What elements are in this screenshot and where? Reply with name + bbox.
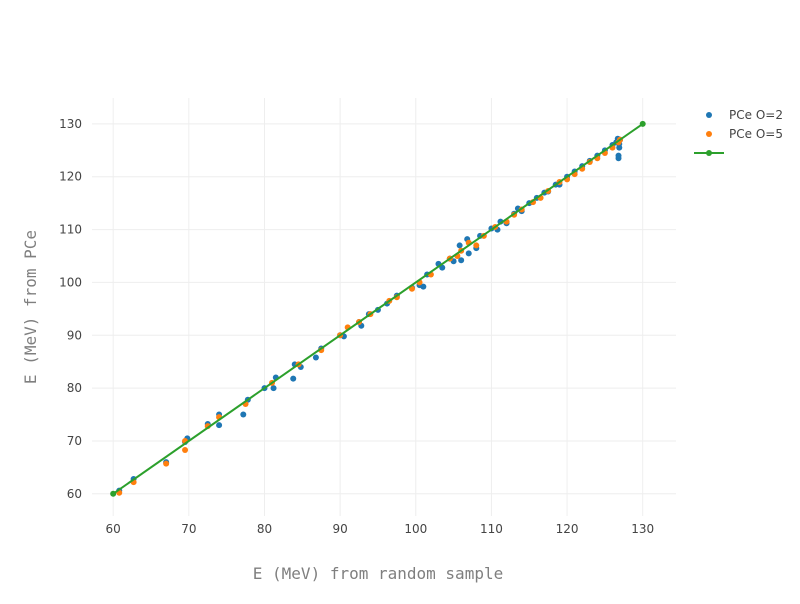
x-tick-label: 120	[556, 522, 579, 536]
y-tick-label: 70	[67, 434, 82, 448]
legend-marker	[706, 131, 712, 137]
legend-label: PCe O=5	[729, 127, 783, 141]
point	[110, 490, 117, 497]
y-tick-label: 100	[59, 275, 82, 289]
point	[182, 446, 189, 453]
y-tick-label: 60	[67, 487, 82, 501]
line	[112, 123, 644, 495]
x-tick-label: 90	[332, 522, 347, 536]
point	[465, 250, 472, 257]
point	[312, 354, 319, 361]
point	[639, 120, 646, 127]
x-tick-label: 130	[631, 522, 654, 536]
point	[270, 385, 277, 392]
x-axis-title: E (MeV) from random sample	[253, 564, 503, 583]
legend-marker	[706, 112, 712, 118]
x-tick-label: 110	[480, 522, 503, 536]
y-tick-label: 80	[67, 381, 82, 395]
legend-marker	[706, 150, 712, 156]
point	[615, 152, 622, 159]
x-tick-label: 70	[181, 522, 196, 536]
y-tick-label: 120	[59, 170, 82, 184]
x-tick-label: 100	[404, 522, 427, 536]
point	[458, 257, 465, 264]
point	[290, 375, 297, 382]
y-tick-label: 90	[67, 328, 82, 342]
point	[473, 242, 480, 249]
point	[240, 411, 247, 418]
point	[456, 242, 463, 249]
point	[420, 283, 427, 290]
y-axis-title: E (MeV) from PCe	[21, 230, 40, 384]
x-tick-label: 80	[257, 522, 272, 536]
x-tick-label: 60	[106, 522, 121, 536]
legend-label: PCe O=2	[729, 108, 783, 122]
y-tick-label: 110	[59, 223, 82, 237]
point	[216, 422, 223, 429]
point	[163, 460, 170, 467]
y-tick-label: 130	[59, 117, 82, 131]
